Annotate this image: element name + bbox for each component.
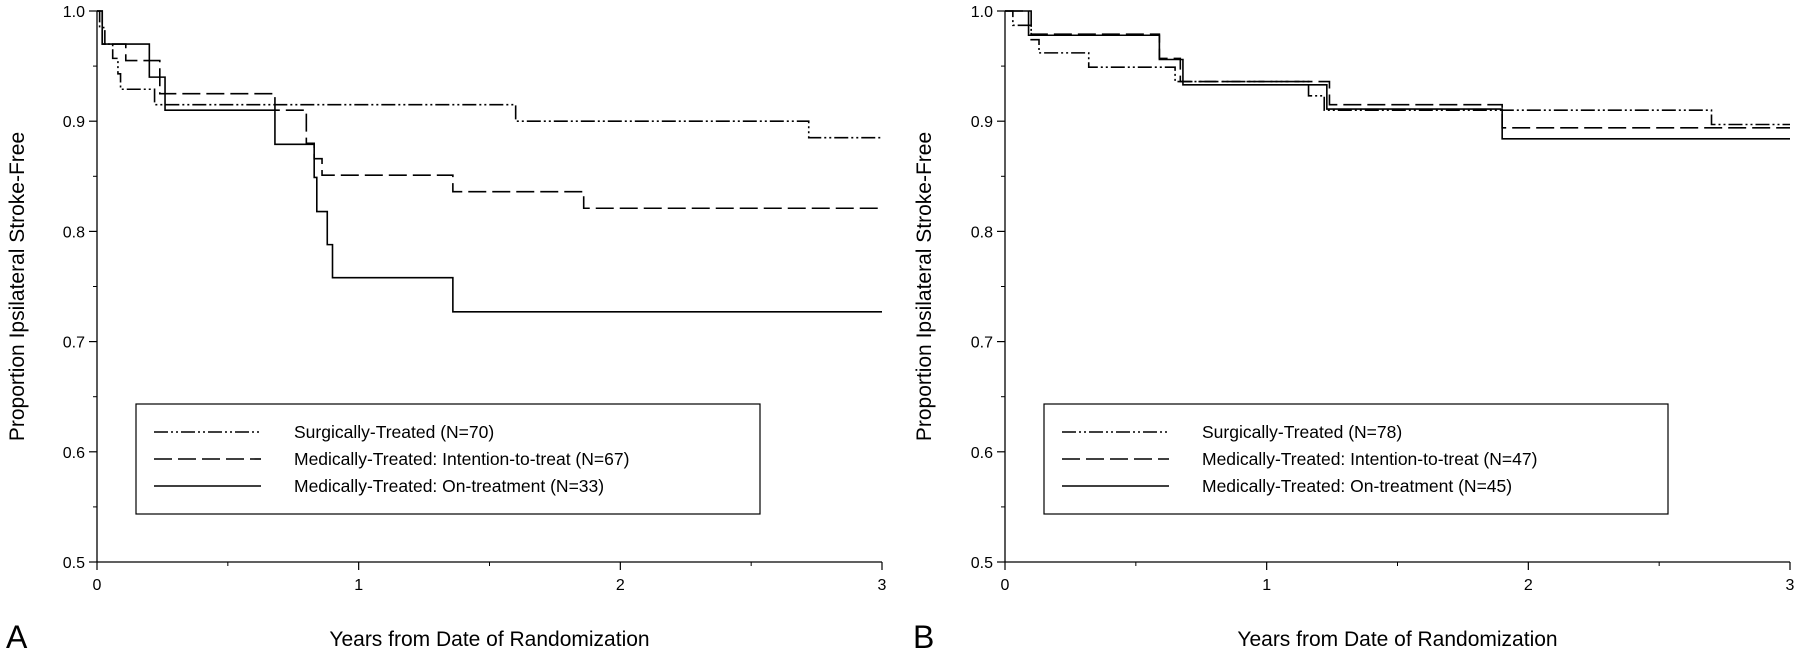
y-tick-label: 0.6: [971, 445, 993, 462]
x-tick-label: 3: [878, 577, 887, 594]
x-tick-label: 1: [354, 577, 363, 594]
legend: Surgically-Treated (N=70) Medically-Treat…: [135, 403, 761, 515]
panel-a: 0.5 0.6 0.7 0.8 0.9 1.0 0 1 2 3 Proportion Ipsilat…: [6, 4, 887, 655]
x-tick-label: 0: [1001, 577, 1010, 594]
legend-entry: Surgically-Treated (N=70): [294, 422, 494, 442]
x-axis-label: Years from Date of Randomization: [329, 628, 649, 651]
y-tick-label: 0.5: [63, 555, 85, 572]
series-line: [97, 10, 882, 139]
x-tick-label: 0: [93, 577, 102, 594]
x-tick-label: 2: [1524, 577, 1533, 594]
y-tick-label: 1.0: [63, 4, 85, 21]
y-axis-label: Proportion Ipsilateral Stroke-Free: [6, 132, 29, 441]
series-line: [1005, 10, 1790, 126]
y-tick-label: 0.9: [971, 114, 993, 131]
panel-b: 0.5 0.6 0.7 0.8 0.9 1.0 0 1 2 3 Proportion Ipsilat…: [913, 4, 1795, 655]
y-tick-label: 1.0: [971, 4, 993, 21]
y-tick-label: 0.7: [63, 335, 85, 352]
legend-entry: Medically-Treated: On-treatment (N=45): [1202, 476, 1512, 496]
legend-entry: Medically-Treated: On-treatment (N=33): [294, 476, 604, 496]
x-axis-label: Years from Date of Randomization: [1237, 628, 1557, 651]
series-line: [97, 10, 882, 210]
panel-label: B: [913, 619, 934, 655]
y-axis-label: Proportion Ipsilateral Stroke-Free: [913, 132, 936, 441]
series-line: [1005, 10, 1790, 140]
panel-label: A: [6, 619, 28, 655]
legend-entry: Medically-Treated: Intention-to-treat (N…: [294, 449, 629, 469]
x-tick-label: 1: [1262, 577, 1271, 594]
legend: Surgically-Treated (N=78) Medically-Treat…: [1043, 403, 1669, 515]
y-tick-label: 0.5: [971, 555, 993, 572]
x-tick-label: 2: [616, 577, 625, 594]
x-tick-label: 3: [1786, 577, 1795, 594]
legend-entry: Surgically-Treated (N=78): [1202, 422, 1402, 442]
y-tick-label: 0.8: [971, 224, 993, 241]
y-tick-label: 0.9: [63, 114, 85, 131]
y-tick-label: 0.6: [63, 445, 85, 462]
series-line: [97, 10, 882, 313]
y-tick-label: 0.7: [971, 335, 993, 352]
y-tick-label: 0.8: [63, 224, 85, 241]
legend-entry: Medically-Treated: Intention-to-treat (N…: [1202, 449, 1537, 469]
